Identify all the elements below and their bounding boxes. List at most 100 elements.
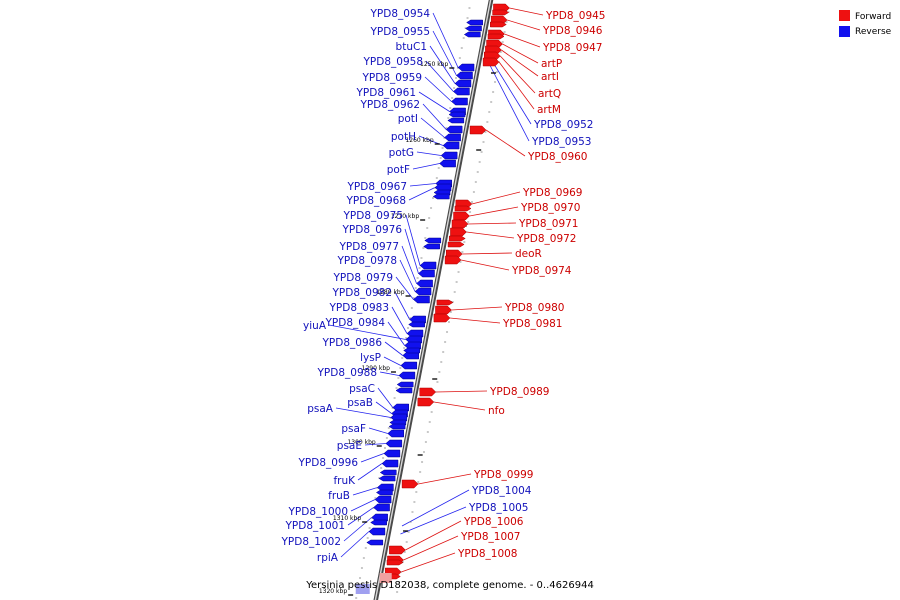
ypd8-0996-feature[interactable] — [383, 449, 401, 458]
minor-reverse-feature[interactable] — [423, 243, 440, 250]
gene-label-ypd8-1008[interactable]: YPD8_1008 — [457, 548, 517, 560]
nfo-feature[interactable] — [417, 397, 435, 407]
minor-reverse-feature[interactable] — [432, 193, 450, 200]
gene-label-arti[interactable]: artI — [541, 71, 559, 83]
ypd8-0959-feature[interactable] — [451, 97, 468, 106]
gene-label-ypd8-0983[interactable]: YPD8_0983 — [329, 302, 389, 314]
gene-label-ypd8-0954[interactable]: YPD8_0954 — [370, 8, 431, 20]
ypd8-0975-feature[interactable] — [419, 261, 437, 270]
gene-label-ypd8-0952[interactable]: YPD8_0952 — [533, 119, 593, 131]
btuc1-feature[interactable] — [454, 79, 472, 88]
minor-reverse-feature[interactable] — [388, 423, 406, 430]
rpia-feature[interactable] — [368, 527, 386, 536]
minor-reverse-feature[interactable] — [395, 387, 413, 394]
gene-label-ypd8-0979[interactable]: YPD8_0979 — [333, 272, 393, 284]
ypd8-0960-feature[interactable] — [469, 125, 487, 135]
gene-label-ypd8-0974[interactable]: YPD8_0974 — [511, 265, 572, 277]
psae-feature[interactable] — [385, 439, 403, 448]
minor-reverse-feature[interactable] — [403, 347, 420, 354]
gene-label-psaf[interactable]: psaF — [341, 423, 366, 435]
ypd8-0981-feature[interactable] — [433, 313, 451, 323]
gene-label-ypd8-0984[interactable]: YPD8_0984 — [325, 317, 386, 329]
gene-label-ypd8-0962[interactable]: YPD8_0962 — [360, 99, 420, 111]
gene-label-ypd8-0975[interactable]: YPD8_0975 — [343, 210, 403, 222]
minor-forward-feature[interactable] — [436, 299, 454, 306]
minor-reverse-feature[interactable] — [466, 19, 483, 26]
ypd8-0962-feature[interactable] — [445, 125, 463, 134]
gene-label-psab[interactable]: psaB — [347, 397, 373, 409]
gene-label-artp[interactable]: artP — [541, 58, 562, 70]
ypd8-0979-feature[interactable] — [413, 295, 430, 304]
gene-label-ypd8-0972[interactable]: YPD8_0972 — [516, 233, 576, 245]
ypd8-0970-feature[interactable] — [453, 211, 470, 221]
ypd8-0972-feature[interactable] — [450, 227, 467, 237]
minor-reverse-feature[interactable] — [379, 469, 397, 476]
minor-forward-feature[interactable] — [454, 205, 472, 212]
ypd8-0999-feature[interactable] — [401, 479, 419, 489]
gene-label-ypd8-0970[interactable]: YPD8_0970 — [520, 202, 580, 214]
ypd8-1000-feature[interactable] — [374, 495, 392, 504]
gene-label-artm[interactable]: artM — [537, 104, 561, 116]
ypd8-0989-feature[interactable] — [419, 387, 437, 397]
gene-label-ypd8-0988[interactable]: YPD8_0988 — [317, 367, 377, 379]
gene-label-ypd8-0986[interactable]: YPD8_0986 — [322, 337, 383, 349]
poti-feature[interactable] — [444, 133, 461, 142]
gene-label-ypd8-1002[interactable]: YPD8_1002 — [281, 536, 341, 548]
gene-label-yiua[interactable]: yiuA — [303, 320, 327, 332]
minor-reverse-feature[interactable] — [463, 31, 481, 38]
gene-label-ypd8-0981[interactable]: YPD8_0981 — [502, 318, 562, 330]
fruk-feature[interactable] — [381, 459, 399, 468]
gene-label-poth[interactable]: potH — [391, 131, 416, 143]
gene-label-ypd8-1004[interactable]: YPD8_1004 — [471, 485, 532, 497]
gene-label-ypd8-0947[interactable]: YPD8_0947 — [542, 42, 602, 54]
gene-label-ypd8-0958[interactable]: YPD8_0958 — [363, 56, 423, 68]
gene-label-btuc1[interactable]: btuC1 — [396, 41, 427, 53]
ypd8-0958-feature[interactable] — [453, 87, 470, 96]
ypd8-1006-feature[interactable] — [389, 545, 406, 555]
ypd8-0988-feature[interactable] — [398, 371, 416, 380]
gene-label-ypd8-1000[interactable]: YPD8_1000 — [288, 506, 348, 518]
gene-label-ypd8-0955[interactable]: YPD8_0955 — [370, 26, 430, 38]
ypd8-1001-feature[interactable] — [373, 503, 390, 512]
ypd8-0978-feature[interactable] — [414, 287, 432, 296]
gene-label-psac[interactable]: psaC — [349, 383, 375, 395]
gene-label-ypd8-0969[interactable]: YPD8_0969 — [522, 187, 582, 199]
minor-reverse-feature[interactable] — [448, 111, 466, 118]
gene-label-ypd8-0982[interactable]: YPD8_0982 — [332, 287, 392, 299]
ypd8-0974-feature[interactable] — [444, 255, 462, 265]
minor-reverse-feature[interactable] — [447, 117, 465, 124]
gene-label-poti[interactable]: potI — [398, 113, 418, 125]
gene-label-rpia[interactable]: rpiA — [317, 552, 339, 564]
minor-forward-feature[interactable] — [386, 559, 404, 566]
gene-label-ypd8-1007[interactable]: YPD8_1007 — [460, 531, 520, 543]
minor-reverse-feature[interactable] — [396, 381, 414, 388]
minor-forward-feature[interactable] — [448, 235, 466, 242]
gene-label-ypd8-1001[interactable]: YPD8_1001 — [285, 520, 345, 532]
minor-reverse-feature[interactable] — [408, 321, 425, 328]
potf-feature[interactable] — [439, 159, 456, 168]
gene-label-ypd8-0960[interactable]: YPD8_0960 — [527, 151, 587, 163]
ypd8-0955-feature[interactable] — [456, 71, 473, 80]
minor-forward-feature[interactable] — [492, 9, 510, 16]
ypd8-0971-feature[interactable] — [451, 219, 469, 229]
gene-label-frub[interactable]: fruB — [328, 490, 350, 502]
gene-label-deor[interactable]: deoR — [515, 248, 542, 260]
minor-reverse-feature[interactable] — [378, 475, 396, 482]
lysp-feature[interactable] — [400, 361, 418, 370]
minor-reverse-feature[interactable] — [375, 489, 393, 496]
gene-label-potf[interactable]: potF — [387, 164, 410, 176]
gene-label-ypd8-0959[interactable]: YPD8_0959 — [362, 72, 422, 84]
gene-label-ypd8-0953[interactable]: YPD8_0953 — [531, 136, 591, 148]
gene-label-potg[interactable]: potG — [389, 147, 414, 159]
gene-label-ypd8-0971[interactable]: YPD8_0971 — [518, 218, 578, 230]
minor-forward-feature[interactable] — [447, 241, 465, 248]
gene-label-ypd8-0976[interactable]: YPD8_0976 — [342, 224, 403, 236]
gene-label-psaa[interactable]: psaA — [307, 403, 334, 415]
gene-label-ypd8-0996[interactable]: YPD8_0996 — [298, 457, 359, 469]
gene-label-ypd8-1006[interactable]: YPD8_1006 — [463, 516, 524, 528]
gene-label-ypd8-0968[interactable]: YPD8_0968 — [346, 195, 406, 207]
gene-label-ypd8-1005[interactable]: YPD8_1005 — [468, 502, 528, 514]
minor-forward-feature[interactable] — [490, 21, 507, 28]
gene-label-ypd8-0961[interactable]: YPD8_0961 — [356, 87, 416, 99]
gene-label-ypd8-0967[interactable]: YPD8_0967 — [347, 181, 407, 193]
